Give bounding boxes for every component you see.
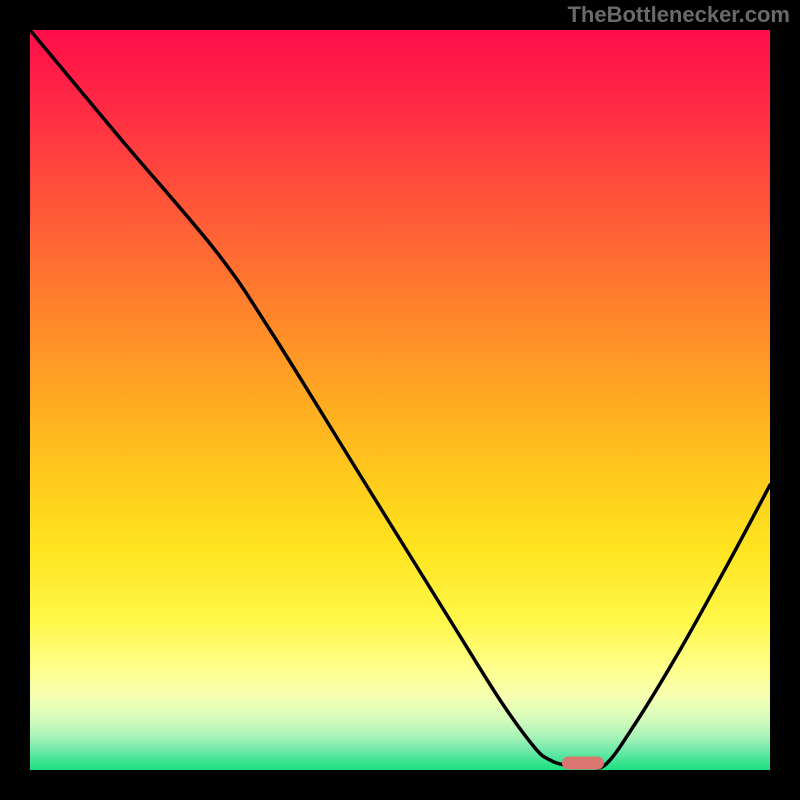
watermark-text: TheBottlenecker.com [567,2,790,28]
chart-canvas: TheBottlenecker.com [0,0,800,800]
optimal-marker [562,757,604,770]
plot-background-gradient [30,30,770,770]
bottleneck-chart-svg [0,0,800,800]
